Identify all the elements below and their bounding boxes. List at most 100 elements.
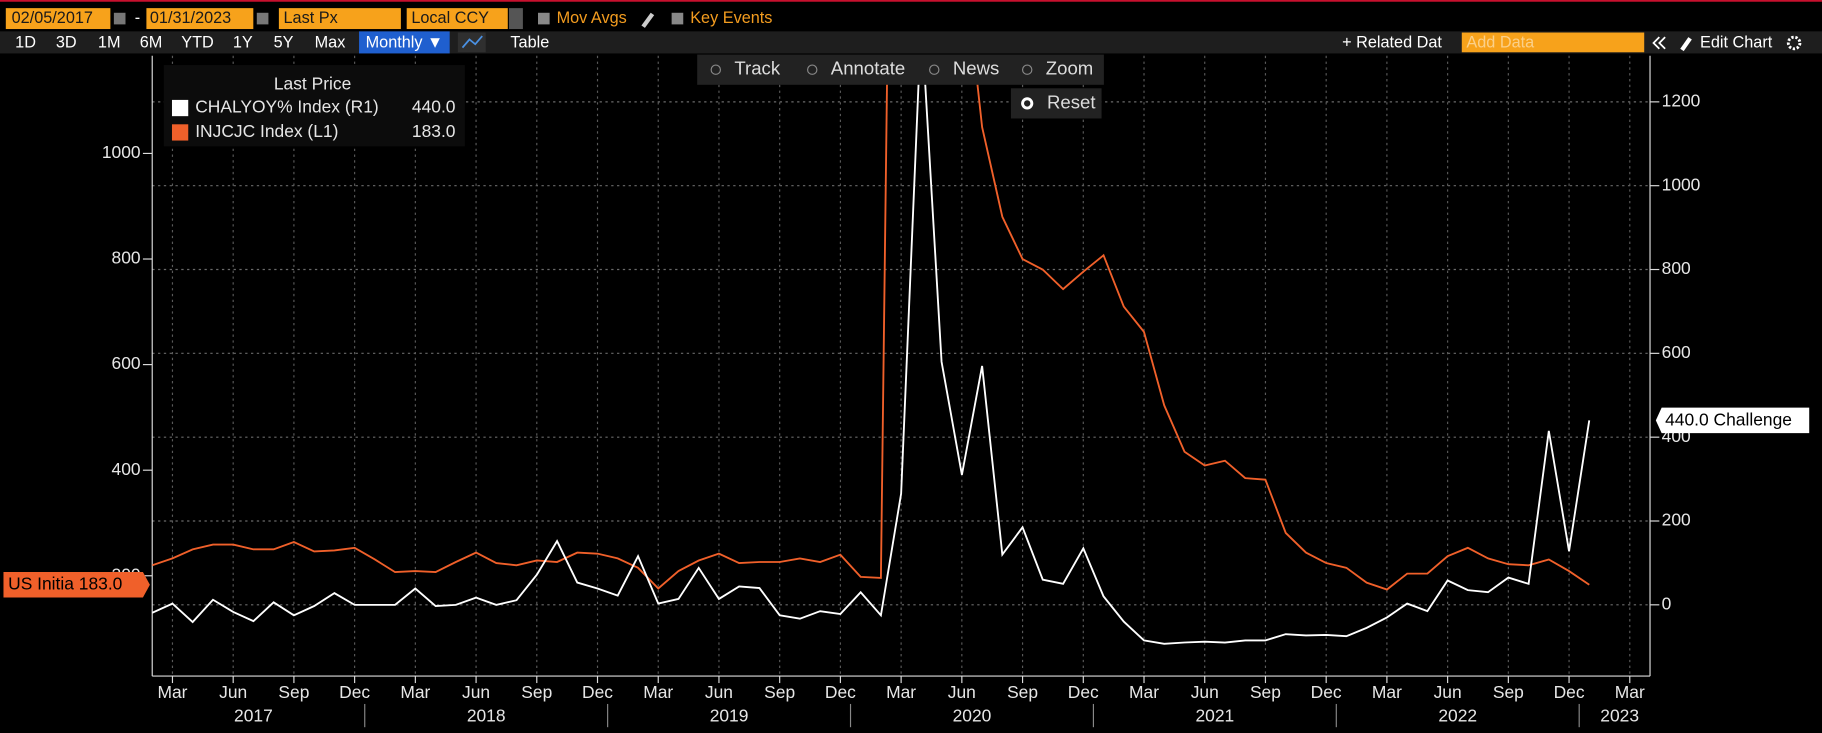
table-button[interactable]: Table — [510, 33, 549, 51]
year-label: 2020 — [953, 705, 992, 725]
y2-tick-label: 1200 — [1662, 90, 1701, 110]
range-button[interactable]: 6M — [140, 33, 163, 51]
reset[interactable]: Reset — [1047, 91, 1096, 112]
legend-value: 183.0 — [412, 121, 456, 141]
calendar-icon[interactable] — [256, 12, 269, 25]
field: Last Px — [284, 9, 338, 27]
x-tick-label: Dec — [1554, 682, 1585, 702]
y2-tick-label: 0 — [1662, 593, 1672, 613]
year-label: 2019 — [710, 705, 749, 725]
field-input[interactable] — [278, 8, 401, 30]
series-line — [152, 55, 1591, 645]
range-button[interactable]: 3D — [56, 33, 77, 51]
x-tick-label: Dec — [825, 682, 856, 702]
currency-input[interactable] — [406, 8, 508, 30]
end-date: 01/31/2023 — [150, 9, 231, 27]
related-data[interactable]: + Related Dat — [1342, 33, 1442, 51]
x-tick-label: Sep — [1250, 682, 1281, 702]
reset-button[interactable] — [1010, 88, 1102, 119]
frequency[interactable]: Monthly ▼ — [366, 33, 444, 51]
edit-chart[interactable]: Edit Chart — [1700, 33, 1773, 51]
end-date-input[interactable] — [146, 8, 254, 30]
x-tick-label: Jun — [462, 682, 490, 702]
legend-value: 440.0 — [412, 97, 456, 117]
x-tick-label: Mar — [1372, 682, 1402, 702]
range-button[interactable]: 5Y — [274, 33, 294, 51]
year-label: 2017 — [234, 705, 273, 725]
value-tag-name: US Initia — [8, 573, 74, 593]
start-date: 02/05/2017 — [12, 9, 93, 27]
settings-icon[interactable] — [1786, 35, 1802, 51]
calendar-icon[interactable] — [113, 12, 126, 25]
x-tick-label: Sep — [764, 682, 795, 702]
x-tick-label: Dec — [339, 682, 370, 702]
x-tick-label: Jun — [219, 682, 247, 702]
y-tick-label: 800 — [112, 248, 141, 268]
legend-title: Last Price — [274, 73, 351, 93]
chart-type-icon — [461, 35, 483, 49]
x-tick-label: Mar — [1615, 682, 1645, 702]
add-data: Add Data — [1466, 33, 1535, 51]
legend-label: INJCJC Index (L1) — [195, 121, 338, 141]
tool-icon — [929, 64, 940, 75]
checkbox[interactable] — [671, 12, 684, 25]
tool-button[interactable]: Zoom — [1046, 58, 1094, 79]
year-label: 2023 — [1600, 705, 1639, 725]
tool-button[interactable]: Track — [734, 58, 780, 79]
x-tick-label: Mar — [1129, 682, 1159, 702]
range-bar — [0, 31, 1822, 54]
collapse-icon[interactable] — [1652, 36, 1666, 50]
currency-dropdown[interactable] — [508, 8, 523, 30]
checkbox[interactable] — [538, 12, 550, 25]
range-button[interactable]: Max — [315, 33, 346, 51]
tool-icon — [1021, 64, 1033, 75]
x-tick-label: Dec — [1311, 682, 1342, 702]
key-events[interactable]: Key Events — [690, 9, 772, 27]
x-tick-label: Sep — [1007, 682, 1038, 702]
value-tag-text: US Initia 183.0 — [8, 573, 122, 593]
tool-icon — [807, 64, 818, 75]
x-tick-label: Mar — [643, 682, 673, 702]
x-tick-label: Sep — [521, 682, 552, 702]
range-button[interactable]: YTD — [181, 33, 214, 51]
x-tick-label: Mar — [400, 682, 430, 702]
value-tag — [3, 571, 150, 598]
reset-icon — [1021, 97, 1034, 110]
start-date-input[interactable] — [5, 8, 111, 30]
y-tick-label: 400 — [112, 459, 141, 479]
x-tick-label: Jun — [1191, 682, 1219, 702]
y2-tick-label: 600 — [1662, 342, 1691, 362]
pencil-icon — [1680, 37, 1692, 52]
x-tick-label: Mar — [886, 682, 916, 702]
y2-tick-label: 800 — [1662, 258, 1691, 278]
plot: 2004006008001000020040060080010001200Mar… — [3, 55, 1810, 728]
series-line — [152, 55, 1590, 591]
x-tick-label: Jun — [948, 682, 976, 702]
range-button[interactable]: 1Y — [233, 33, 253, 51]
x-tick-label: Dec — [582, 682, 613, 702]
year-label: 2022 — [1438, 705, 1477, 725]
legend-label: CHALYOY% Index (R1) — [195, 97, 379, 117]
year-label: 2021 — [1195, 705, 1234, 725]
range-button[interactable]: 1M — [98, 33, 121, 51]
legend — [163, 65, 465, 147]
add-data-input[interactable] — [1461, 32, 1645, 53]
top-border — [0, 0, 1822, 2]
mov-avgs[interactable]: Mov Avgs — [557, 9, 627, 27]
value-tag-value: 183.0 — [79, 573, 123, 593]
x-tick-label: Mar — [157, 682, 187, 702]
value-tag-value: 440.0 — [1665, 409, 1709, 429]
y2-tick-label: 200 — [1662, 510, 1691, 530]
value-tag-name: Challenge — [1714, 409, 1792, 429]
frequency-button[interactable] — [359, 31, 450, 54]
year-label: 2018 — [467, 705, 506, 725]
x-tick-label: Dec — [1068, 682, 1099, 702]
range-button[interactable]: 1D — [15, 33, 36, 51]
value-tag-text: 440.0 Challenge — [1665, 409, 1792, 429]
pencil-icon[interactable] — [641, 12, 655, 28]
tool-bar — [697, 54, 1104, 85]
tool-button[interactable]: News — [953, 58, 999, 79]
tool-button[interactable]: Annotate — [831, 58, 905, 79]
